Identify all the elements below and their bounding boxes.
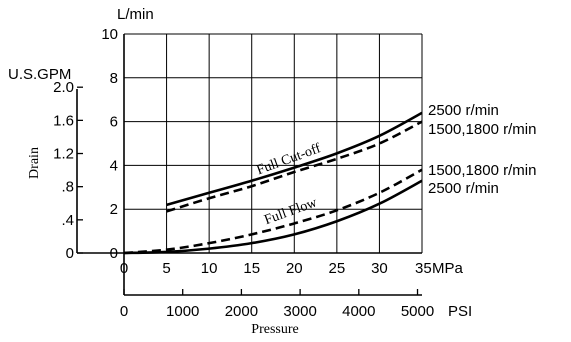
series-line-1 (166, 120, 423, 213)
y-unit-gpm-label: U.S.GPM (8, 66, 71, 83)
chart-axes (76, 34, 422, 296)
x-mpa-tick-label-6: 30 (371, 260, 388, 277)
series-line-3 (123, 179, 423, 255)
x-psi-tick-label-0: 0 (120, 303, 128, 320)
x-psi-tick-label-5: 5000 (401, 303, 434, 320)
legend-flow-1500-1800: 1500,1800 r/min (428, 162, 536, 179)
series-line-0 (166, 111, 423, 207)
x-mpa-tick-label-7: 35 (415, 260, 432, 277)
y-lmin-tick-label-4: 8 (110, 70, 118, 87)
y-gpm-tick-label-2: .8 (61, 179, 74, 196)
y-gpm-tick-label-4: 1.6 (53, 112, 74, 129)
y-gpm-tick-label-5: 2.0 (53, 79, 74, 96)
chart-ticks: 0 2 4 6 8 10 0 .4 .8 1.2 1.6 2.0 0 5 10 15 20 25 30 35 0 1000… (53, 26, 434, 320)
x-axis-title: Pressure (251, 322, 298, 337)
x-mpa-tick-label-0: 0 (120, 260, 128, 277)
x-mpa-tick-label-2: 10 (201, 260, 218, 277)
x-unit-psi-label: PSI (448, 303, 472, 320)
y-gpm-tick-label-3: 1.2 (53, 146, 74, 163)
series-line-2 (123, 168, 423, 255)
legend-flow-2500: 2500 r/min (428, 180, 499, 197)
y-lmin-tick-label-5: 10 (101, 26, 118, 43)
y-lmin-tick-label-1: 2 (110, 201, 118, 218)
x-mpa-tick-label-5: 25 (329, 260, 346, 277)
x-unit-mpa-label: MPa (432, 260, 464, 277)
x-mpa-tick-label-3: 15 (243, 260, 260, 277)
y-lmin-tick-label-0: 0 (110, 245, 118, 262)
chart-grid (124, 33, 423, 253)
y-gpm-tick-label-1: .4 (61, 212, 74, 229)
y-unit-lmin-label: L/min (117, 6, 154, 23)
x-psi-tick-label-2: 2000 (225, 303, 258, 320)
y-lmin-tick-label-3: 6 (110, 114, 118, 131)
x-psi-tick-label-4: 4000 (342, 303, 375, 320)
chart-series (123, 111, 423, 255)
x-psi-tick-label-3: 3000 (283, 303, 316, 320)
x-psi-tick-label-1: 1000 (166, 303, 199, 320)
y-axis-title: Drain (27, 147, 42, 179)
legend-cutoff-2500: 2500 r/min (428, 102, 499, 119)
x-mpa-tick-label-1: 5 (162, 260, 170, 277)
legend-cutoff-1500-1800: 1500,1800 r/min (428, 121, 536, 138)
x-mpa-tick-label-4: 20 (286, 260, 303, 277)
y-gpm-tick-label-0: 0 (66, 245, 74, 262)
y-lmin-tick-label-2: 4 (110, 157, 118, 174)
